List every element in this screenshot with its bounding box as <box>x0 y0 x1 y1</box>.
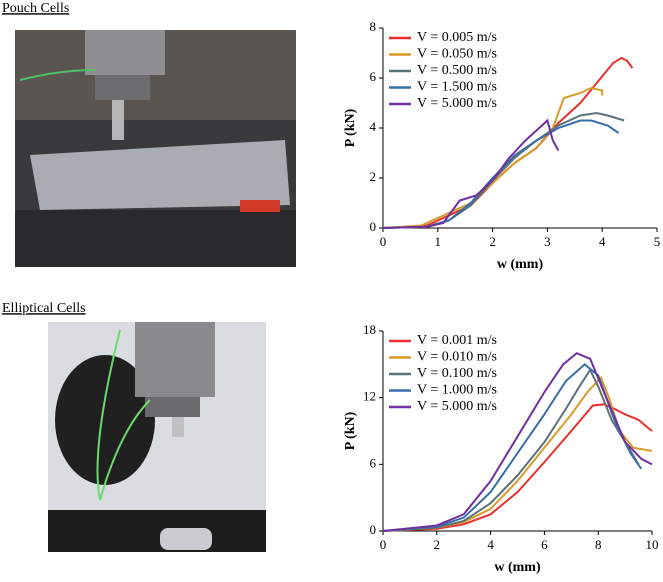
x-tick-label: 10 <box>646 537 659 552</box>
y-tick-label: 18 <box>363 322 376 337</box>
y-tick-label: 12 <box>363 389 376 404</box>
x-tick-label: 2 <box>489 234 496 249</box>
line <box>382 352 653 532</box>
y-axis-label: P (kN) <box>343 108 358 147</box>
legend-label: V = 5.000 m/s <box>417 399 497 414</box>
x-tick-label: 8 <box>595 537 602 552</box>
x-axis-label: w (mm) <box>497 257 544 272</box>
panel-label: Pouch Cells <box>2 1 69 16</box>
x-tick-label: 2 <box>434 537 441 552</box>
legend-label: V = 1.500 m/s <box>417 80 497 95</box>
x-axis-label: w (mm) <box>494 560 541 575</box>
x-tick-label: 1 <box>435 234 442 249</box>
x-tick-label: 0 <box>380 537 387 552</box>
line <box>382 86 604 229</box>
panel-label: Elliptical Cells <box>2 301 86 316</box>
x-tick-label: 6 <box>541 537 548 552</box>
y-tick-label: 6 <box>370 69 377 84</box>
legend-label: V = 0.005 m/s <box>417 30 497 45</box>
line <box>382 111 625 229</box>
x-tick-label: 0 <box>380 234 387 249</box>
photo <box>48 322 266 552</box>
x-tick-label: 5 <box>654 234 661 249</box>
x-tick-label: 4 <box>599 234 606 249</box>
legend-label: V = 0.001 m/s <box>417 333 497 348</box>
line <box>382 118 560 229</box>
x-tick-label: 4 <box>487 537 494 552</box>
y-tick-label: 0 <box>370 522 377 537</box>
line <box>382 367 640 532</box>
legend-label: V = 0.500 m/s <box>417 63 497 78</box>
y-tick-label: 6 <box>370 455 377 470</box>
legend-label: V = 0.010 m/s <box>417 350 497 365</box>
x-tick-label: 3 <box>544 234 551 249</box>
y-tick-label: 4 <box>370 119 377 134</box>
y-tick-label: 0 <box>370 219 377 234</box>
y-tick-label: 2 <box>370 169 377 184</box>
y-tick-label: 8 <box>370 19 377 34</box>
photo <box>15 30 296 267</box>
legend-label: V = 1.000 m/s <box>417 383 497 398</box>
y-axis-label: P (kN) <box>343 411 358 450</box>
legend-label: V = 0.100 m/s <box>417 366 497 381</box>
legend-label: V = 0.050 m/s <box>417 47 497 62</box>
line <box>382 403 653 532</box>
legend-label: V = 5.000 m/s <box>417 96 497 111</box>
